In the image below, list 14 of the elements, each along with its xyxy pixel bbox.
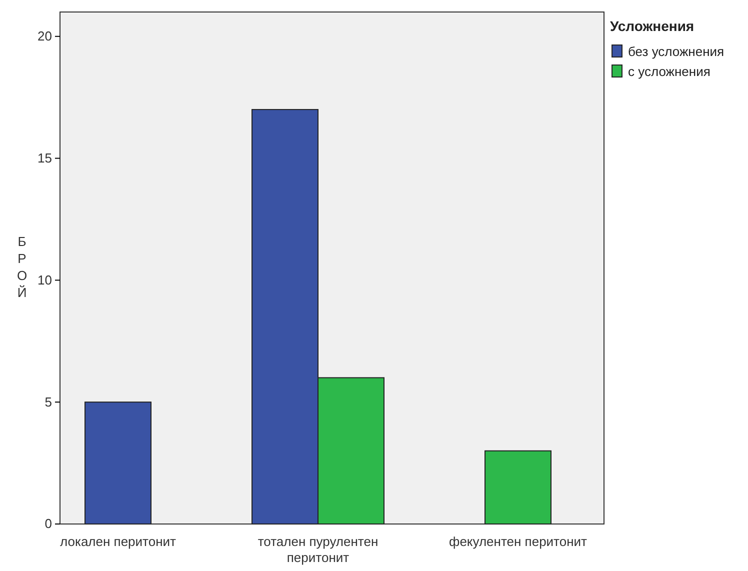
x-tick-label: локален перитонит [60, 534, 176, 549]
y-tick-label: 15 [38, 150, 52, 166]
bar [84, 402, 152, 524]
y-tick-label: 5 [44, 394, 52, 410]
y-axis-title: БРОЙ [14, 234, 30, 302]
legend-label: с усложнения [628, 64, 710, 79]
x-tick-label: фекулентен перитонит [449, 534, 588, 549]
legend-label: без усложнения [628, 44, 724, 59]
y-tick-label: 20 [38, 28, 52, 44]
y-tick-label: 10 [38, 272, 52, 288]
y-tick-label: 0 [44, 516, 52, 532]
bar [484, 450, 552, 524]
legend-title: Усложнения [610, 18, 694, 34]
x-tick-label: тотален пурулентен перитонит [258, 534, 378, 565]
